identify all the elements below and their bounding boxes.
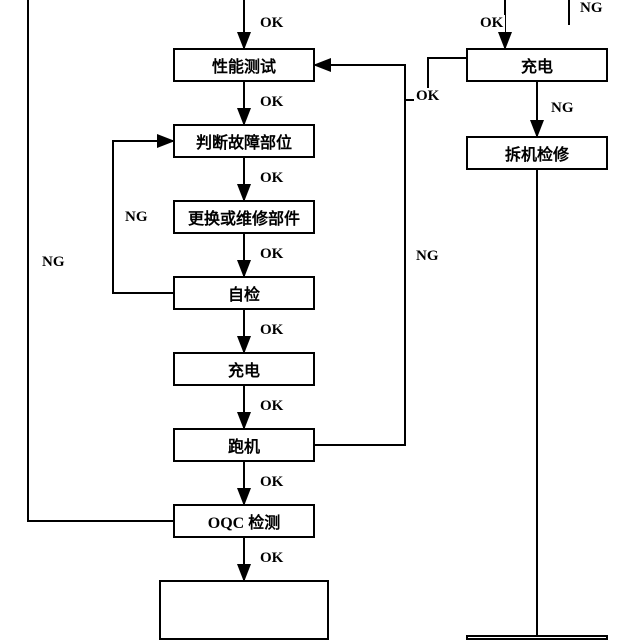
edge-label-e_self_charge: OK [258,322,285,339]
edge-label-e_replace_self: OK [258,246,285,263]
edge-label-e_charge_r_perf: OK [414,88,441,105]
edge-label-e_charge_r_disasm: NG [549,100,576,117]
node-judge_fault: 判断故障部位 [173,124,315,158]
edge-label-e_rtop_ng: NG [578,0,605,17]
edge-label-e_judge_replace: OK [258,170,285,187]
node-disasm_repair: 拆机检修 [466,136,608,170]
node-replace_parts: 更换或维修部件 [173,200,315,234]
edge-label-e_top_perf: OK [258,15,285,32]
edge-label-e_rtop_charge_ok: OK [478,15,505,32]
edge-label-e_perf_judge: OK [258,94,285,111]
edge-label-e_burn_oqc: OK [258,474,285,491]
node-oqc: OQC 检测 [173,504,315,538]
node-bottom_partial [159,580,329,640]
edge-label-e_oqc_bottom: OK [258,550,285,567]
edge-label-e_self_ng_judge: NG [123,209,150,226]
node-burn_in: 跑机 [173,428,315,462]
flowchart-edges [0,0,640,640]
edge-label-e_burn_ng_perf: NG [414,248,441,265]
node-charge_right: 充电 [466,48,608,82]
node-self_check: 自检 [173,276,315,310]
edge-label-e_charge_burn: OK [258,398,285,415]
node-bottom_right_partial [466,635,608,640]
node-charge_main: 充电 [173,352,315,386]
edge-e_burn_ng_perf [315,65,405,445]
edge-label-e_oqc_ng_top: NG [40,254,67,271]
node-perf_test: 性能测试 [173,48,315,82]
